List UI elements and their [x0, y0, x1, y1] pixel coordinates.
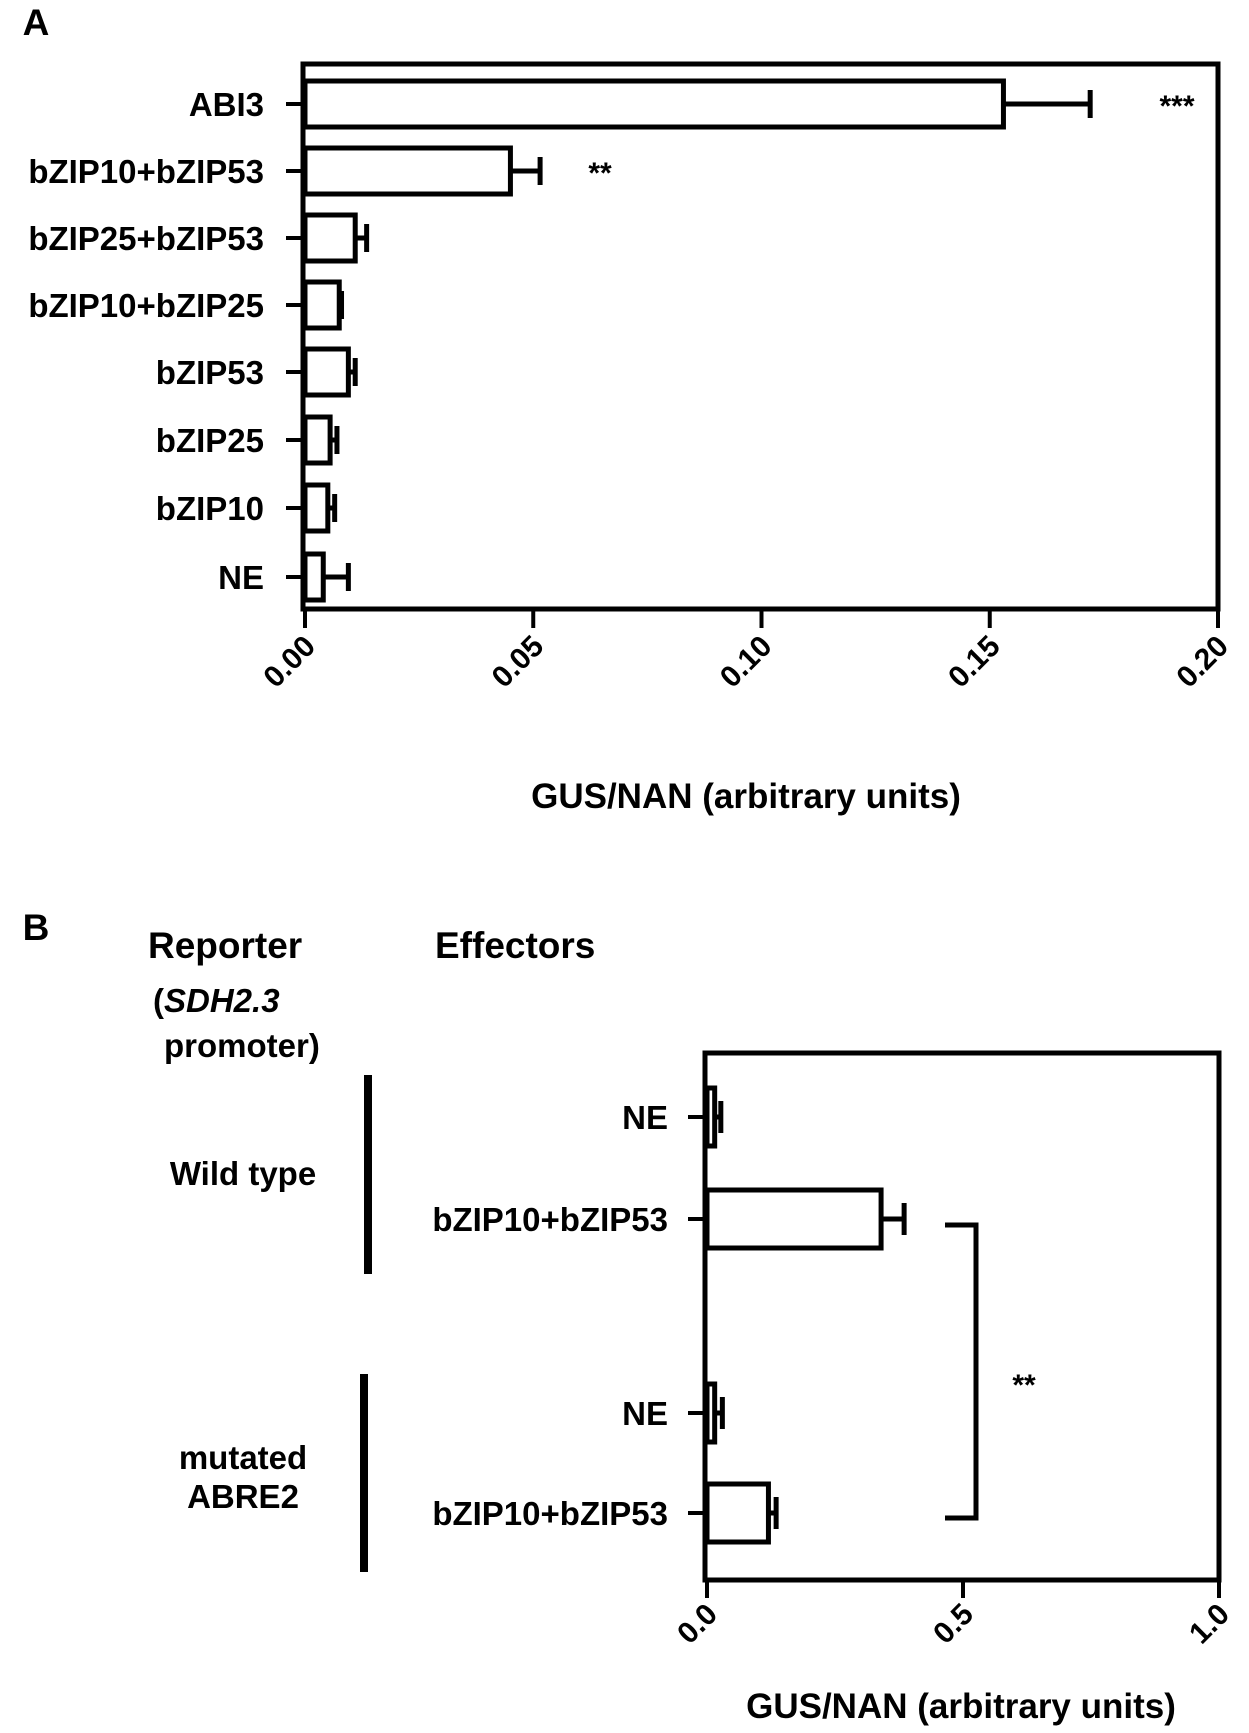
y-tick-label: NE [622, 1395, 668, 1432]
panel-b-x-axis: 0.0 0.5 1.0 [671, 1580, 1236, 1650]
panel-b-bars [704, 1085, 907, 1545]
x-tick-label: 0.15 [942, 630, 1007, 695]
bar [302, 414, 333, 466]
group-label-mutated: mutated [179, 1439, 307, 1476]
panel-a-y-axis: ABI3 bZIP10+bZIP53 bZIP25+bZIP53 bZIP10+bZI… [28, 86, 303, 596]
bar [704, 1481, 771, 1545]
reporter-promoter-line1: (SDH2.3 [153, 982, 280, 1019]
y-tick-label: bZIP10 [156, 490, 264, 527]
y-tick-label: bZIP10+bZIP53 [432, 1201, 668, 1238]
significance-label: ** [1012, 1369, 1036, 1402]
y-tick-label: ABI3 [189, 86, 264, 123]
x-tick-label: 1.0 [1183, 1598, 1236, 1651]
reporter-gene-name: SDH2.3 [164, 982, 280, 1019]
reporter-paren: ( [153, 982, 164, 1019]
y-tick-label: bZIP10+bZIP25 [28, 287, 264, 324]
y-tick-label: bZIP25+bZIP53 [28, 220, 264, 257]
bar [302, 279, 342, 331]
panel-b-x-axis-label: GUS/NAN (arbitrary units) [746, 1687, 1176, 1726]
significance-label: *** [1159, 90, 1194, 123]
x-tick-label: 0.05 [486, 630, 551, 695]
x-tick-label: 0.00 [257, 630, 322, 695]
effectors-header: Effectors [435, 925, 595, 966]
x-tick-label: 0.0 [671, 1598, 724, 1651]
reporter-header: Reporter [148, 925, 302, 966]
y-tick-label: bZIP10+bZIP53 [432, 1495, 668, 1532]
x-tick-label: 0.20 [1170, 630, 1235, 695]
reporter-promoter-line2: promoter) [164, 1027, 320, 1064]
panel-b-plot-frame [702, 1050, 1222, 1583]
panel-a-letter: A [23, 2, 50, 43]
bar [302, 346, 351, 398]
y-tick-label: bZIP25 [156, 422, 264, 459]
bar [704, 1187, 884, 1251]
panel-b-y-axis: NE bZIP10+bZIP53 NE bZIP10+bZIP53 [432, 1099, 705, 1532]
bar [302, 482, 331, 534]
y-tick-label: bZIP53 [156, 354, 264, 391]
group-label-wild-type: Wild type [170, 1155, 316, 1192]
panel-b-letter: B [23, 907, 50, 948]
panel-a-x-axis-label: GUS/NAN (arbitrary units) [531, 777, 961, 816]
bar [704, 1381, 718, 1445]
bar [302, 212, 358, 264]
panel-b: B Reporter Effectors (SDH2.3 promoter) W… [23, 907, 1236, 1726]
group-label-abre2: ABRE2 [187, 1478, 299, 1515]
panel-a-x-axis: 0.00 0.05 0.10 0.15 0.20 [257, 609, 1235, 694]
bar [302, 551, 326, 603]
x-tick-label: 0.5 [927, 1598, 980, 1651]
bar [302, 78, 1006, 130]
y-tick-label: NE [622, 1099, 668, 1136]
x-tick-label: 0.10 [714, 630, 779, 695]
panel-a: A ***** ABI3bZIP10+bZIP53bZIP25+bZIP53bZ… [23, 2, 1235, 816]
significance-bracket [945, 1222, 979, 1521]
significance-label: ** [588, 157, 612, 190]
bar [704, 1085, 718, 1149]
y-tick-label: NE [218, 559, 264, 596]
panel-a-bars: ***** [302, 78, 1195, 603]
y-tick-label: bZIP10+bZIP53 [28, 153, 264, 190]
bar [302, 145, 513, 197]
